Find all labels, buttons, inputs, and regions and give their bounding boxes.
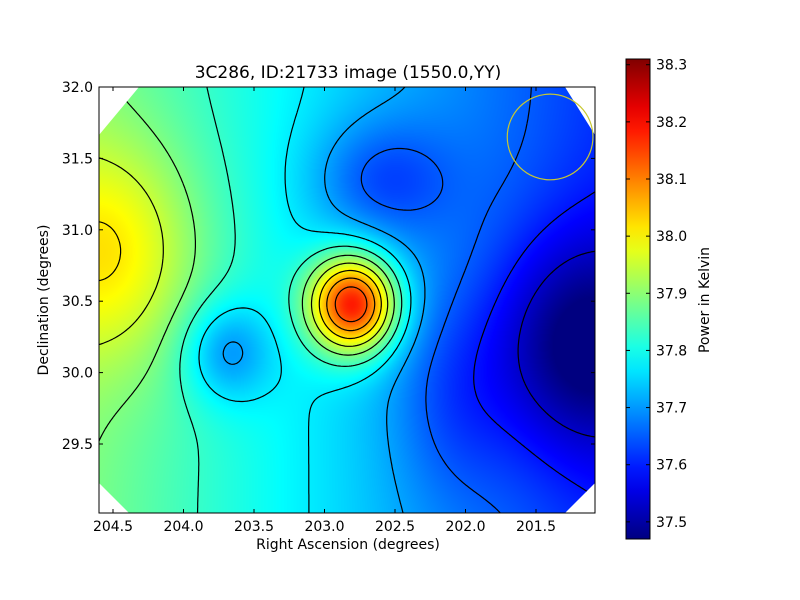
y-tick-label: 31.0: [62, 223, 93, 239]
x-axis-label: Right Ascension (degrees): [256, 537, 440, 553]
contour-line: [517, 250, 595, 438]
contour-line: [198, 87, 412, 513]
heatmap-canvas: [99, 87, 595, 513]
x-axis: 204.5 204.0 203.5 203.0 202.5 202.0 201.5: [93, 87, 556, 535]
y-tick-label: 30.0: [62, 366, 93, 382]
contour-line: [473, 191, 595, 497]
contour-line: [222, 87, 426, 513]
y-tick-label: 29.5: [62, 437, 93, 453]
chart-title: 3C286, ID:21733 image (1550.0,YY): [195, 63, 502, 83]
x-tick-label: 203.0: [304, 519, 344, 535]
colorbar-tick-label: 38.1: [656, 172, 687, 188]
axes-frame: [98, 86, 596, 514]
plot-area: 204.5 204.0 203.5 203.0 202.5 202.0 201.5 29.5…: [62, 80, 596, 535]
y-tick-label: 31.5: [62, 151, 93, 167]
contour-line: [334, 286, 368, 323]
colorbar-tick-label: 37.9: [656, 286, 687, 302]
colorbar-tick-label: 37.6: [656, 458, 687, 474]
colorbar-tick-label: 38.0: [656, 229, 687, 245]
contour-line: [99, 221, 382, 340]
colorbar: 37.5 37.6 37.7 37.8 37.9 38.0 38.1 38.2 38.3 Pow…: [625, 58, 713, 540]
colorbar-gradient: [625, 58, 651, 540]
y-tick-label: 30.5: [62, 294, 93, 310]
colorbar-label: Power in Kelvin: [697, 247, 713, 353]
y-tick-label: 32.0: [62, 80, 93, 96]
contour-line: [326, 277, 376, 332]
colorbar-tick-label: 37.5: [656, 515, 687, 531]
x-tick-label: 204.0: [163, 519, 203, 535]
x-tick-label: 202.0: [445, 519, 485, 535]
colorbar-tick-label: 37.8: [656, 343, 687, 359]
contour-lines: [99, 87, 595, 513]
colorbar-tick-label: 38.3: [656, 58, 687, 74]
y-axis: 29.5 30.0 30.5 31.0 31.5 32.0: [62, 80, 595, 453]
heatmap-image: [99, 87, 595, 513]
x-tick-label: 202.5: [375, 519, 415, 535]
x-tick-label: 201.5: [516, 519, 556, 535]
contour-line: [360, 87, 532, 513]
colorbar-ticks: 37.5 37.6 37.7 37.8 37.9 38.0 38.1 38.2 38.3: [626, 58, 687, 531]
x-tick-label: 203.5: [234, 519, 274, 535]
colorbar-tick-label: 37.7: [656, 401, 687, 417]
colorbar-tick-label: 38.2: [656, 115, 687, 131]
y-axis-label: Declination (degrees): [36, 225, 52, 376]
beam-circle: [506, 93, 594, 181]
x-tick-label: 204.5: [93, 519, 133, 535]
